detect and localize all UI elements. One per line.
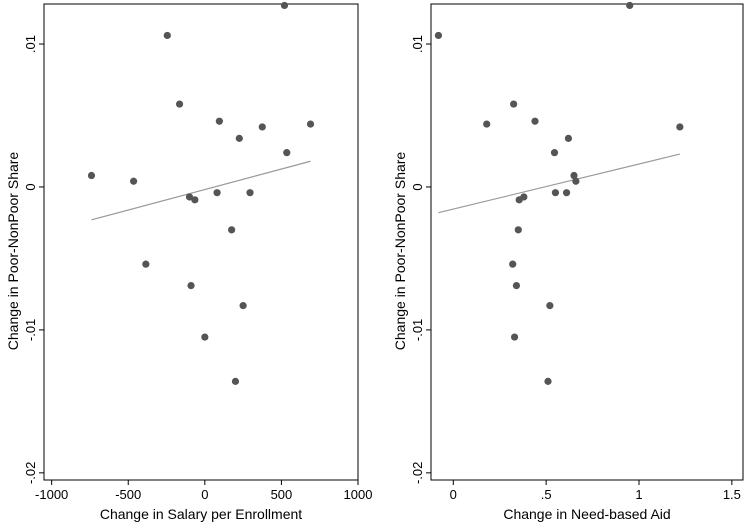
x-tick-label: 0 [201, 487, 208, 502]
data-point [564, 134, 573, 142]
data-point [570, 171, 578, 180]
data-point [512, 281, 521, 290]
plot-frame [43, 3, 359, 481]
y-axis-label: Change in Poor-NonPoor Share [392, 152, 408, 351]
data-point [306, 120, 315, 128]
data-point [434, 31, 443, 40]
data-point [87, 171, 96, 180]
data-point [239, 302, 247, 310]
data-point [514, 226, 522, 234]
x-tick-label: 500 [271, 487, 293, 502]
data-point [130, 177, 138, 185]
fit-line [438, 153, 680, 214]
data-point [175, 100, 184, 108]
data-point [562, 189, 571, 197]
y-tick-label: .01 [23, 35, 38, 53]
data-point [531, 117, 539, 125]
y-tick-label: 0 [410, 183, 425, 190]
data-point [550, 149, 559, 157]
y-tick-label: -.02 [23, 462, 38, 484]
data-point [551, 189, 560, 197]
y-tick-label: 0 [23, 183, 38, 190]
chart-panel-1: -1000 -500 0 500 1000 -.02 -.01 0 .01 Change in S… [5, 1, 373, 522]
data-point [185, 193, 194, 201]
data-point [201, 333, 209, 341]
data-point [191, 196, 199, 204]
x-tick-label: 1 [635, 487, 642, 502]
x-tick-label: 0 [450, 487, 457, 502]
x-tick-label: 1000 [344, 487, 373, 502]
x-axis-label: Change in Salary per Enrollment [100, 506, 302, 522]
y-tick-label: -.02 [410, 462, 425, 484]
data-point [483, 120, 491, 128]
x-axis-label: Change in Need-based Aid [503, 506, 670, 522]
data-point [676, 123, 684, 131]
data-point [235, 134, 243, 142]
data-point [163, 31, 171, 40]
data-point [626, 1, 634, 10]
data-point [246, 189, 254, 197]
plot-frame [430, 3, 744, 481]
data-point [280, 1, 289, 10]
data-point [187, 281, 195, 290]
y-axis-label: Change in Poor-NonPoor Share [5, 152, 21, 351]
data-point [215, 117, 223, 125]
data-point [544, 377, 552, 385]
data-point [572, 177, 580, 185]
data-point [142, 260, 150, 268]
data-point [258, 123, 266, 131]
chart-panel-2: 0 .5 1 1.5 -.02 -.01 0 .01 Change in Need-based … [392, 1, 744, 522]
y-tick-label: .01 [410, 35, 425, 53]
x-tick-label: -500 [115, 487, 141, 502]
data-point [546, 302, 554, 310]
y-tick-label: -.01 [23, 319, 38, 341]
data-point [510, 100, 518, 108]
data-point [231, 377, 240, 385]
fit-line [91, 160, 311, 221]
y-tick-label: -.01 [410, 319, 425, 341]
x-tick-label: -1000 [35, 487, 68, 502]
data-point [520, 193, 528, 201]
data-point [510, 333, 519, 341]
data-point [228, 226, 236, 234]
data-point [283, 149, 291, 157]
data-point [213, 189, 221, 197]
x-tick-label: .5 [541, 487, 552, 502]
data-point [509, 260, 517, 268]
x-tick-label: 1.5 [723, 487, 741, 502]
